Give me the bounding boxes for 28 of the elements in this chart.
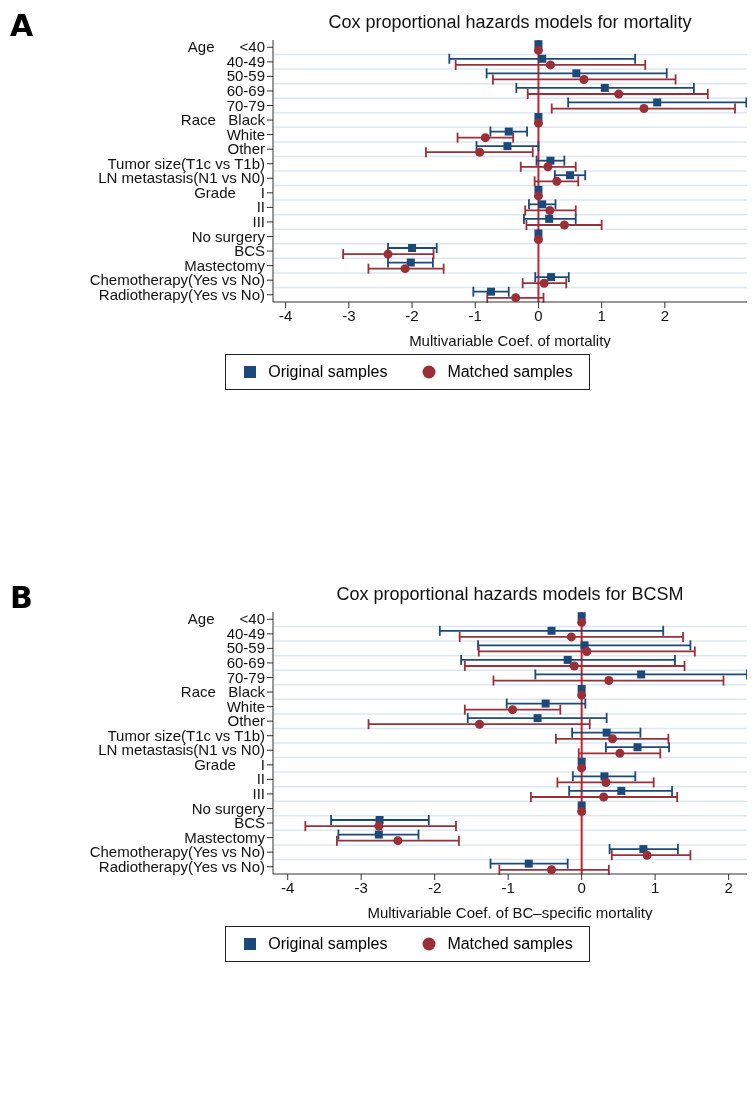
x-tick-label: 0 [534, 306, 543, 324]
x-tick-label: -4 [281, 878, 295, 896]
x-tick-label: 2 [724, 878, 733, 896]
y-tick-label: 70-79 [226, 668, 265, 686]
x-tick-label: -1 [468, 306, 482, 324]
x-tick-label: -2 [428, 878, 442, 896]
legend-label: Original samples [268, 363, 388, 381]
x-tick-label: 1 [597, 306, 606, 324]
x-tick-label: -2 [405, 306, 419, 324]
y-tick-label: No surgery [191, 227, 266, 245]
legend-label: Matched samples [447, 363, 573, 381]
chart-title: Cox proportional hazards models for BCSM [335, 583, 685, 606]
legend-label: Matched samples [447, 935, 573, 953]
x-tick-label: -3 [342, 306, 356, 324]
text: A [10, 8, 34, 43]
x-tick-label: -3 [354, 878, 368, 896]
y-tick-label: Mastectomy [184, 828, 266, 846]
y-tick-label: Mastectomy [184, 256, 266, 274]
legend-label: Original samples [268, 935, 388, 953]
text: B [10, 580, 33, 615]
y-tick-label: No surgery [191, 799, 266, 817]
x-tick-label: -4 [278, 306, 293, 324]
chart-title: Cox proportional hazards models for mortality [327, 11, 693, 34]
y-tick-label: 70-79 [226, 96, 265, 114]
x-tick-label: 0 [577, 878, 586, 896]
x-tick-label: 1 [650, 878, 660, 896]
x-tick-label: 2 [660, 306, 670, 324]
x-tick-label: -1 [501, 878, 515, 896]
